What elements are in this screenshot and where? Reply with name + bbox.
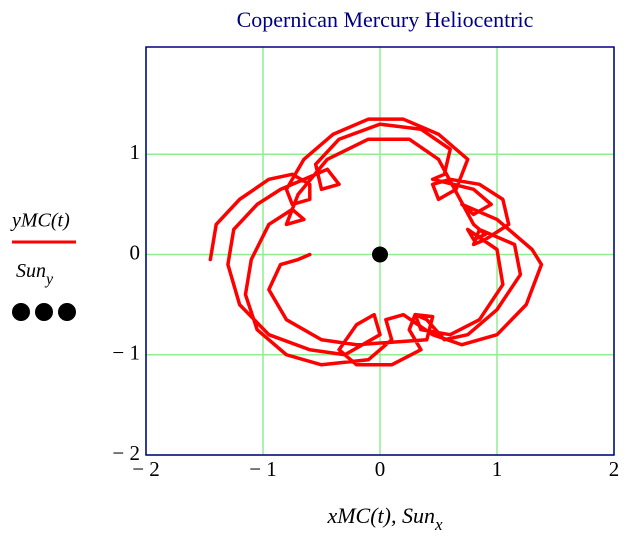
x-tick-label: 2 [609,457,620,481]
plot-frame [145,46,615,456]
x-tick-label: − 1 [249,457,277,481]
legend-marker [58,303,76,321]
orbit-line [208,117,544,367]
legend-label: Suny [16,260,54,288]
x-axis-label: xMC(t), Sunx [326,503,443,534]
y-tick-label: − 1 [112,341,140,365]
y-tick-label: 1 [130,140,141,164]
chart-title: Copernican Mercury Heliocentric [237,7,534,32]
y-tick-label: − 2 [112,441,140,465]
sun-marker [372,246,388,263]
legend-sub: y [44,271,54,288]
y-tick-label: 0 [130,240,141,264]
legend-marker [12,303,30,321]
legend-label: yMC(t) [10,210,70,232]
x-tick-label: 1 [492,457,503,481]
x-label-text: xMC(t), Sun [326,503,435,528]
legend-text: Sun [16,260,46,282]
x-tick-label: − 2 [132,457,160,481]
x-tick-label: 0 [375,457,386,481]
legend-marker [35,303,53,321]
x-label-sub: x [434,515,443,534]
